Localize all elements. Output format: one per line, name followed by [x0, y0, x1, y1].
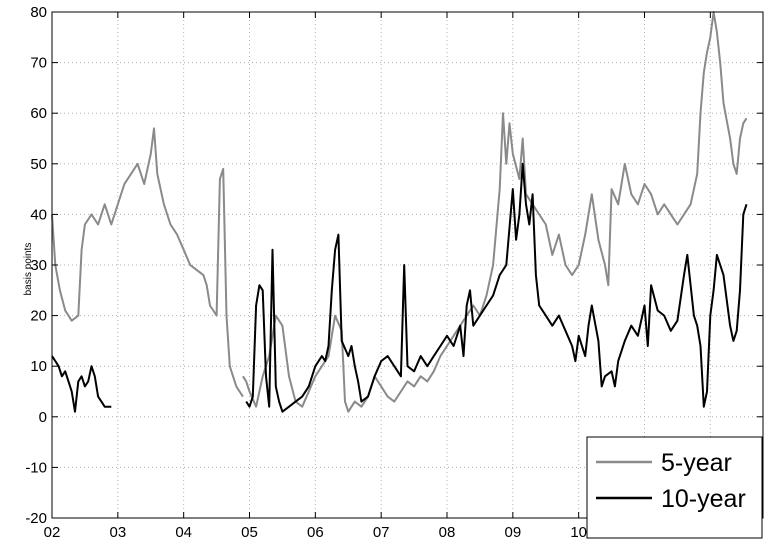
x-tick-label: 03 — [109, 524, 126, 541]
y-axis-label: basis points — [23, 243, 34, 296]
legend-label-10-year: 10-year — [661, 485, 746, 513]
y-tick-label: 30 — [30, 257, 47, 274]
series-line-10-year — [51, 355, 112, 413]
y-tick-label: 60 — [30, 105, 47, 122]
x-tick-label: 06 — [307, 524, 324, 541]
y-tick-label: 40 — [30, 206, 47, 223]
y-tick-label: -10 — [25, 459, 47, 476]
series-layer — [51, 11, 748, 413]
y-tick-labels: -20 -10 0 10 20 30 40 50 60 70 80 — [25, 4, 47, 527]
y-tick-label: 80 — [30, 4, 47, 21]
x-tick-label: 05 — [241, 524, 258, 541]
series-line-5-year — [51, 127, 244, 398]
x-tick-label: 02 — [44, 524, 61, 541]
x-tick-label: 04 — [175, 524, 192, 541]
series-line-5-year — [242, 11, 748, 413]
axis-ticks — [51, 11, 763, 519]
y-tick-label: -20 — [25, 510, 47, 527]
y-tick-label: 20 — [30, 308, 47, 325]
series-line-10-year — [245, 162, 748, 413]
x-tick-label: 07 — [373, 524, 390, 541]
legend-box — [586, 436, 763, 539]
x-tick-label: 10 — [570, 524, 587, 541]
y-tick-label: 10 — [30, 358, 47, 375]
y-tick-label: 50 — [30, 156, 47, 173]
x-tick-label: 08 — [439, 524, 456, 541]
y-tick-label: 0 — [39, 409, 47, 426]
x-tick-label: 09 — [504, 524, 521, 541]
legend-label-5-year: 5-year — [661, 449, 732, 477]
y-tick-label: 70 — [30, 55, 47, 72]
legend: 5-year 10-year — [586, 436, 763, 539]
